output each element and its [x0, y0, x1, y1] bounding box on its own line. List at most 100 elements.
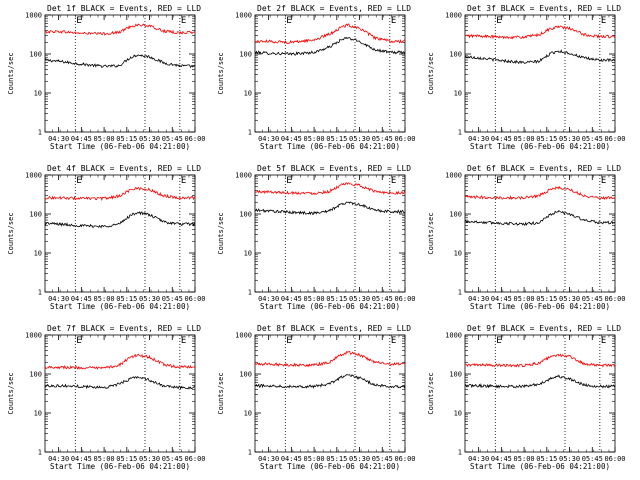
- x-tick-label: 05:00: [514, 295, 535, 303]
- panel-title: Det 9f BLACK = Events, RED = LLD: [467, 324, 621, 333]
- plot-frame: [254, 334, 406, 453]
- x-tick-label: 06:00: [394, 295, 415, 303]
- x-tick-label: 05:30: [349, 135, 370, 143]
- event-marker-label: E: [391, 176, 396, 186]
- x-tick-label: 04:30: [258, 295, 279, 303]
- x-tick-label: 04:45: [491, 295, 512, 303]
- lld-series-line: [464, 25, 616, 40]
- x-tick-label: 04:45: [281, 135, 302, 143]
- plot-frame: [464, 334, 616, 453]
- y-tick-label: 10: [454, 90, 462, 98]
- y-axis-title: Counts/sec: [217, 372, 225, 414]
- x-tick-label: 05:15: [116, 455, 137, 463]
- y-tick-label: 100: [239, 371, 252, 379]
- x-axis-title: Start Time (06-Feb-06 04:21:00): [260, 142, 400, 151]
- x-tick-label: 05:15: [536, 135, 557, 143]
- x-axis-title: Start Time (06-Feb-06 04:21:00): [470, 142, 610, 151]
- panel-det-5: Det 5f BLACK = Events, RED = LLD 1 10 100 10…: [217, 164, 416, 311]
- x-tick-label: 06:00: [394, 135, 415, 143]
- y-axis-title: Counts/sec: [427, 212, 435, 254]
- x-tick-label: 05:45: [582, 135, 603, 143]
- panel-det-8: Det 8f BLACK = Events, RED = LLD 1 10 100 10…: [217, 324, 416, 471]
- x-tick-label: 05:30: [559, 295, 580, 303]
- y-tick-label: 1000: [25, 12, 42, 20]
- x-tick-label: 05:45: [372, 135, 393, 143]
- plot-frame: [464, 174, 616, 293]
- x-axis-title: Start Time (06-Feb-06 04:21:00): [50, 142, 190, 151]
- x-tick-label: 05:15: [116, 295, 137, 303]
- x-tick-label: 05:30: [349, 455, 370, 463]
- lld-series-line: [254, 182, 406, 196]
- x-tick-label: 05:15: [536, 455, 557, 463]
- event-marker-label: E: [286, 336, 291, 346]
- y-tick-label: 1: [248, 449, 252, 457]
- x-tick-label: 04:45: [71, 135, 92, 143]
- events-series-line: [44, 211, 196, 229]
- x-tick-label: 04:30: [468, 135, 489, 143]
- y-tick-label: 10: [454, 410, 462, 418]
- event-marker-label: E: [391, 16, 396, 26]
- events-series-line: [254, 373, 406, 390]
- x-axis-title: Start Time (06-Feb-06 04:21:00): [260, 302, 400, 311]
- lld-series-line: [44, 186, 196, 202]
- y-tick-label: 1000: [235, 332, 252, 340]
- panel-title: Det 1f BLACK = Events, RED = LLD: [47, 4, 201, 13]
- y-axis-title: Counts/sec: [427, 372, 435, 414]
- x-tick-label: 05:15: [116, 135, 137, 143]
- x-tick-label: 05:45: [162, 135, 183, 143]
- x-tick-label: 05:30: [559, 135, 580, 143]
- event-marker-label: E: [496, 16, 501, 26]
- panel-title: Det 5f BLACK = Events, RED = LLD: [257, 164, 411, 173]
- y-axis-title: Counts/sec: [7, 52, 15, 94]
- x-tick-label: 05:00: [514, 135, 535, 143]
- x-tick-label: 04:45: [491, 455, 512, 463]
- plot-frame: [464, 14, 616, 133]
- panel-title: Det 6f BLACK = Events, RED = LLD: [467, 164, 621, 173]
- x-tick-label: 04:30: [258, 455, 279, 463]
- x-tick-label: 05:45: [162, 455, 183, 463]
- x-tick-label: 04:45: [71, 455, 92, 463]
- panel-title: Det 3f BLACK = Events, RED = LLD: [467, 4, 621, 13]
- y-axis-title: Counts/sec: [427, 52, 435, 94]
- x-axis-title: Start Time (06-Feb-06 04:21:00): [470, 462, 610, 471]
- y-tick-label: 1: [458, 129, 462, 137]
- plot-frame: [254, 174, 406, 293]
- y-tick-label: 1000: [25, 332, 42, 340]
- x-tick-label: 05:00: [94, 455, 115, 463]
- event-marker-label: E: [601, 176, 606, 186]
- lld-series-line: [464, 185, 616, 201]
- x-tick-label: 05:30: [139, 135, 160, 143]
- x-axis-title: Start Time (06-Feb-06 04:21:00): [50, 302, 190, 311]
- y-tick-label: 10: [34, 250, 42, 258]
- x-tick-label: 05:00: [304, 455, 325, 463]
- y-tick-label: 1000: [445, 332, 462, 340]
- x-tick-label: 06:00: [184, 455, 205, 463]
- x-tick-label: 05:45: [582, 455, 603, 463]
- x-tick-label: 04:30: [48, 295, 69, 303]
- x-tick-label: 06:00: [184, 135, 205, 143]
- panel-title: Det 8f BLACK = Events, RED = LLD: [257, 324, 411, 333]
- y-tick-label: 1000: [445, 172, 462, 180]
- panel-det-1: Det 1f BLACK = Events, RED = LLD 1 10 100 10…: [7, 4, 206, 151]
- x-tick-label: 05:45: [372, 455, 393, 463]
- panel-title: Det 7f BLACK = Events, RED = LLD: [47, 324, 201, 333]
- x-axis-title: Start Time (06-Feb-06 04:21:00): [260, 462, 400, 471]
- y-tick-label: 10: [34, 90, 42, 98]
- y-axis-title: Counts/sec: [217, 52, 225, 94]
- x-tick-label: 06:00: [604, 135, 625, 143]
- x-tick-label: 06:00: [184, 295, 205, 303]
- y-tick-label: 1: [248, 129, 252, 137]
- y-tick-label: 100: [449, 211, 462, 219]
- y-tick-label: 1: [38, 449, 42, 457]
- x-tick-label: 05:45: [582, 295, 603, 303]
- y-axis-title: Counts/sec: [7, 372, 15, 414]
- y-tick-label: 100: [29, 371, 42, 379]
- x-tick-label: 04:30: [48, 135, 69, 143]
- event-marker-label: E: [181, 336, 186, 346]
- y-tick-label: 1000: [445, 12, 462, 20]
- plot-frame: [44, 174, 196, 293]
- x-tick-label: 05:00: [514, 455, 535, 463]
- y-tick-label: 100: [239, 51, 252, 59]
- x-tick-label: 05:45: [162, 295, 183, 303]
- x-tick-label: 05:30: [139, 455, 160, 463]
